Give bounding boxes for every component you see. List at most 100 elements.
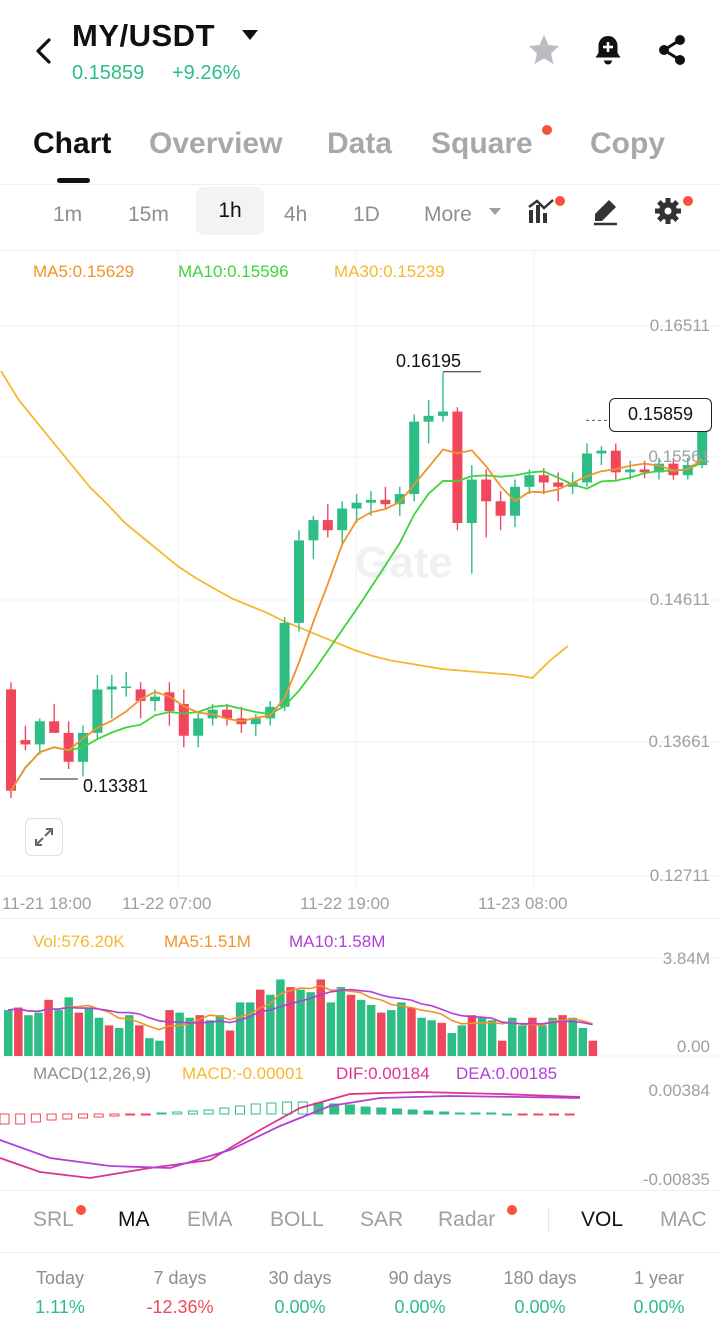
macd-bar: [0, 1113, 10, 1125]
volume-bar: [306, 992, 315, 1056]
pair-title[interactable]: MY/USDT: [72, 18, 215, 53]
macd-axis-min: -0.00835: [642, 1170, 710, 1189]
candle-body: [524, 475, 535, 487]
volume-bar: [518, 1025, 527, 1056]
candle-body: [682, 465, 693, 476]
time-axis-label: 11-22 07:00: [122, 894, 212, 913]
volume-bar: [467, 1015, 477, 1056]
candle-body: [34, 721, 45, 745]
stat-value-30d: 0.00%: [274, 1297, 326, 1317]
volume-ma5-legend: MA5:1.51M: [164, 932, 251, 951]
stat-label-7d: 7 days: [153, 1268, 207, 1288]
indicator-vol[interactable]: VOL: [581, 1208, 624, 1231]
candle-body: [495, 501, 506, 516]
tab-overview[interactable]: Overview: [149, 127, 283, 160]
interval-more[interactable]: More: [424, 203, 472, 226]
time-axis-label: 11-22 19:00: [300, 894, 390, 913]
volume-bar: [165, 1010, 174, 1056]
interval-1d[interactable]: 1D: [353, 203, 380, 226]
indicator-radar[interactable]: Radar: [438, 1208, 496, 1231]
volume-bar: [74, 1012, 84, 1056]
volume-bar: [225, 1030, 235, 1056]
indicator-sar[interactable]: SAR: [360, 1208, 404, 1231]
chart-settings-button[interactable]: [653, 196, 683, 226]
draw-button[interactable]: [590, 196, 620, 226]
candle-body: [668, 463, 679, 476]
volume-bar: [316, 979, 325, 1056]
indicator-ma[interactable]: MA: [118, 1208, 150, 1231]
share-button[interactable]: [654, 32, 690, 68]
indicator-ema[interactable]: EMA: [187, 1208, 233, 1231]
candle-body: [481, 479, 492, 502]
volume-bar: [356, 999, 366, 1056]
volume-bar: [24, 1015, 33, 1056]
favorite-button[interactable]: [526, 32, 562, 68]
candle-body: [294, 540, 304, 623]
indicator-boll[interactable]: BOLL: [270, 1208, 324, 1231]
divider: [0, 250, 720, 251]
macd-bar: [62, 1113, 73, 1120]
volume-bar: [14, 1007, 23, 1056]
volume-bar: [366, 1004, 376, 1056]
volume-bar: [588, 1040, 598, 1056]
stat-value-7d: -12.36%: [146, 1297, 214, 1317]
tab-copy[interactable]: Copy: [590, 127, 665, 160]
macd-bar: [235, 1105, 245, 1115]
tab-square[interactable]: Square: [431, 127, 533, 160]
macd-dif: DIF:0.00184: [336, 1064, 430, 1083]
pair-dropdown-icon[interactable]: [242, 30, 258, 40]
ma10-line: [10, 461, 703, 792]
volume-bar: [235, 1002, 245, 1056]
stat-label-180d: 180 days: [503, 1268, 577, 1288]
volume-legend: Vol:576.20K: [33, 932, 125, 951]
indicator-srl[interactable]: SRL: [33, 1208, 74, 1231]
macd-bar: [549, 1113, 559, 1116]
candle-body: [164, 692, 175, 712]
interval-1m[interactable]: 1m: [53, 203, 83, 226]
price-change: +9.26%: [172, 62, 241, 84]
macd-bar: [109, 1113, 120, 1117]
candle-body: [366, 499, 376, 503]
back-button[interactable]: [30, 34, 60, 68]
watermark: Gate: [355, 538, 453, 587]
volume-bar: [558, 1015, 567, 1056]
share-icon: [659, 35, 685, 65]
ma10-legend: MA10:0.15596: [178, 262, 289, 281]
volume-bar: [427, 1020, 436, 1056]
macd-bar: [78, 1113, 88, 1119]
ma5-legend: MA5:0.15629: [33, 262, 135, 281]
volume-bar: [346, 994, 356, 1056]
ma5-line: [10, 448, 703, 792]
macd-bar: [30, 1113, 41, 1123]
interval-15m[interactable]: 15m: [128, 203, 169, 226]
candle-body: [610, 450, 621, 473]
candle-body: [279, 622, 290, 707]
macd-bar: [423, 1110, 434, 1115]
alert-button[interactable]: [590, 32, 626, 68]
candle-body: [265, 706, 276, 719]
tab-chart[interactable]: Chart: [33, 127, 112, 160]
candle-body: [466, 479, 477, 523]
volume-bar: [568, 1017, 577, 1056]
stat-value-180d: 0.00%: [514, 1297, 566, 1317]
volume-bar: [538, 1025, 547, 1056]
interval-1h[interactable]: 1h: [196, 187, 264, 235]
macd-bar: [470, 1112, 481, 1115]
price-axis-label: 0.14611: [649, 590, 710, 609]
macd-bar: [219, 1107, 230, 1115]
pencil-icon: [594, 200, 617, 226]
candle-body: [394, 494, 405, 505]
volume-bar: [508, 1017, 517, 1056]
candle-body: [106, 686, 117, 690]
volume-bar: [437, 1022, 446, 1056]
tab-data[interactable]: Data: [327, 127, 393, 160]
indicators-button[interactable]: [526, 196, 556, 226]
candlestick-chart[interactable]: Gate: [0, 250, 720, 1190]
settings-notification-dot: [683, 196, 693, 206]
candle-body: [6, 689, 16, 791]
interval-4h[interactable]: 4h: [284, 203, 308, 226]
candle-body: [409, 421, 420, 495]
indicator-macd[interactable]: MAC: [660, 1208, 707, 1231]
fullscreen-button[interactable]: [25, 818, 63, 856]
candle-body: [553, 482, 564, 487]
